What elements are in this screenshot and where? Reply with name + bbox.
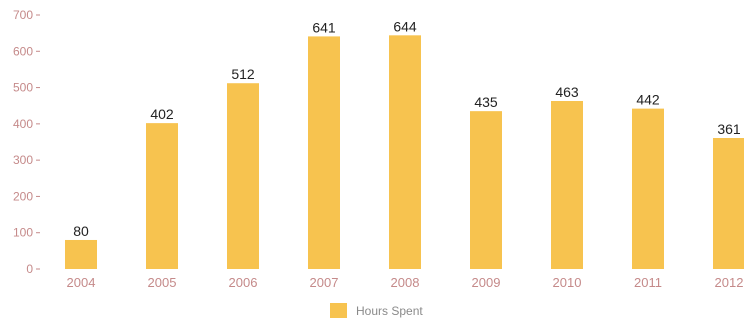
y-tick-label: 200	[13, 189, 33, 203]
bars	[65, 35, 744, 270]
y-tick-label: 600	[13, 44, 33, 58]
data-label-2009: 435	[474, 94, 498, 110]
x-tick-label-2009: 2009	[472, 275, 501, 290]
y-tick-label: 0	[26, 262, 33, 276]
data-label-2005: 402	[150, 106, 174, 122]
data-label-2006: 512	[231, 66, 255, 82]
bar-2007	[308, 36, 340, 270]
x-tick-label-2006: 2006	[229, 275, 258, 290]
bar-2008	[389, 35, 421, 269]
y-tick-label: 500	[13, 81, 33, 95]
legend-swatch	[330, 303, 347, 318]
y-tick-label: 300	[13, 153, 33, 167]
x-tick-label-2007: 2007	[310, 275, 339, 290]
x-tick-label-2008: 2008	[391, 275, 420, 290]
legend: Hours Spent	[330, 303, 423, 318]
data-label-2010: 463	[555, 84, 579, 100]
data-label-2012: 361	[717, 121, 741, 137]
x-tick-label-2012: 2012	[715, 275, 744, 290]
x-tick-label-2010: 2010	[553, 275, 582, 290]
data-label-2004: 80	[73, 223, 89, 239]
bar-2010	[551, 100, 583, 269]
bar-2005	[146, 123, 178, 269]
data-label-2007: 641	[312, 19, 336, 35]
x-tick-label-2004: 2004	[67, 275, 96, 290]
legend-label-hours-spent: Hours Spent	[356, 304, 423, 318]
y-tick-label: 400	[13, 117, 33, 131]
bar-2004	[65, 239, 97, 269]
data-label-2011: 442	[636, 92, 660, 108]
bar-2006	[227, 83, 259, 270]
y-axis: 0 100 200 300 400 500 600 700	[13, 8, 40, 276]
bar-2012	[713, 138, 744, 269]
y-tick-label: 100	[13, 226, 33, 240]
x-tick-label-2005: 2005	[148, 275, 177, 290]
data-labels: 80 402 512 641 644 435 463 442 361	[73, 18, 741, 239]
x-axis: 2004 2005 2006 2007 2008 2009 2010 2011 2012	[67, 275, 744, 290]
bar-2009	[470, 111, 502, 270]
y-tick-label: 700	[13, 8, 33, 22]
bar-2011	[632, 108, 664, 269]
x-tick-label-2011: 2011	[634, 275, 662, 290]
data-label-2008: 644	[393, 18, 417, 34]
